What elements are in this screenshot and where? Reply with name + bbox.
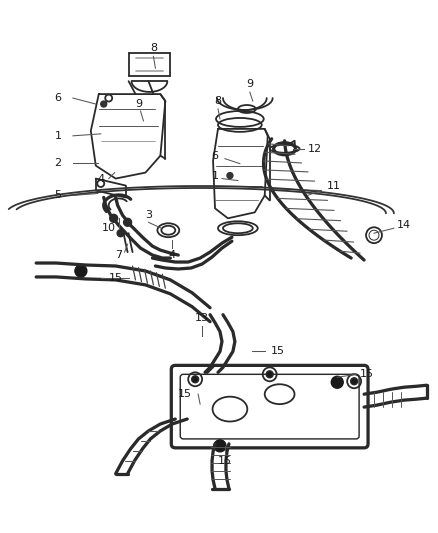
Circle shape (266, 371, 273, 378)
Text: 2: 2 (54, 158, 62, 168)
Text: 4: 4 (97, 174, 104, 183)
Text: 1: 1 (54, 131, 61, 141)
Circle shape (75, 265, 87, 277)
Text: 6: 6 (54, 93, 61, 103)
Text: 14: 14 (397, 220, 411, 230)
Text: 1: 1 (212, 171, 219, 181)
Text: 15: 15 (360, 369, 374, 379)
Circle shape (351, 378, 357, 385)
Text: 15: 15 (109, 273, 123, 283)
Text: 15: 15 (178, 389, 192, 399)
Circle shape (214, 440, 226, 452)
Text: 6: 6 (212, 151, 219, 161)
Text: 15: 15 (218, 456, 232, 466)
Text: 13: 13 (195, 313, 209, 322)
Text: 12: 12 (307, 144, 321, 154)
Text: 15: 15 (271, 346, 285, 357)
Circle shape (117, 230, 124, 237)
Text: 7: 7 (115, 250, 122, 260)
Circle shape (124, 219, 131, 226)
Text: 5: 5 (54, 190, 61, 200)
Circle shape (110, 214, 118, 222)
Circle shape (101, 101, 107, 107)
Text: 11: 11 (327, 181, 341, 190)
Text: 3: 3 (145, 211, 152, 220)
Text: 10: 10 (102, 223, 116, 233)
Circle shape (331, 376, 343, 388)
Text: 8: 8 (150, 43, 157, 53)
Circle shape (192, 376, 198, 383)
Text: 9: 9 (246, 79, 253, 89)
Text: 9: 9 (135, 99, 142, 109)
Text: 4: 4 (169, 250, 176, 260)
Circle shape (227, 173, 233, 179)
Text: 8: 8 (215, 96, 222, 106)
